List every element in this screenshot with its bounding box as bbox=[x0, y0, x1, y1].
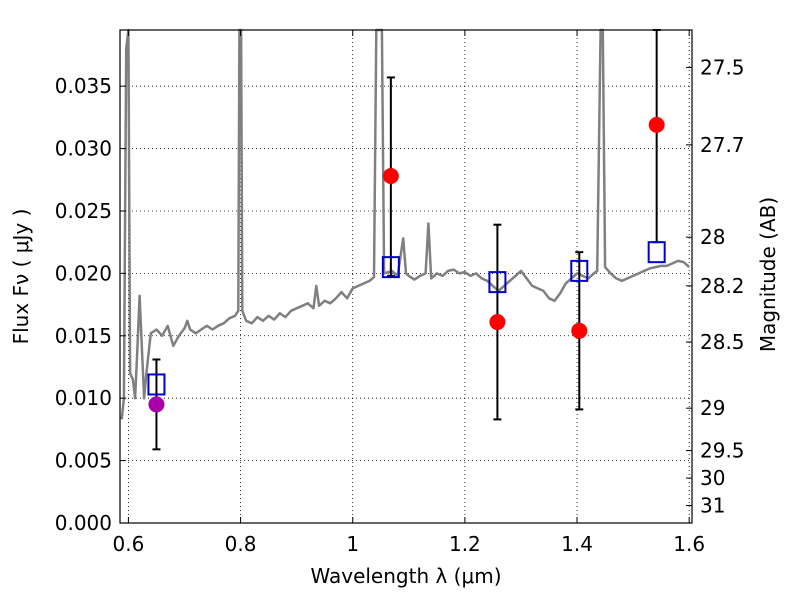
right-tick-label: 30 bbox=[700, 466, 725, 490]
model-spectrum-series bbox=[120, 28, 691, 420]
x-tick-label: 0.8 bbox=[225, 532, 257, 556]
observed-points bbox=[148, 116, 665, 413]
right-tick-label: 28 bbox=[700, 225, 725, 249]
synthetic-flux-marker bbox=[647, 241, 666, 264]
synthetic-flux-marker bbox=[570, 259, 589, 282]
y-tick-label: 0.015 bbox=[55, 324, 112, 348]
y-tick-label: 0.000 bbox=[55, 511, 112, 535]
right-tick-label: 28.2 bbox=[700, 274, 745, 298]
observed-flux-point bbox=[489, 314, 506, 331]
x-tick-label: 0.6 bbox=[113, 532, 145, 556]
right-axis-label: Magnitude (AB) bbox=[756, 197, 780, 352]
y-tick-label: 0.005 bbox=[55, 449, 112, 473]
y-tick-label: 0.010 bbox=[55, 386, 112, 410]
y-tick-label: 0.025 bbox=[55, 199, 112, 223]
y-axis-label: Flux Fν ( μJy ) bbox=[9, 209, 33, 345]
right-tick-label: 27.5 bbox=[700, 55, 745, 79]
x-tick-label: 1 bbox=[346, 532, 359, 556]
plot-frame bbox=[119, 29, 693, 524]
model-spectrum-line bbox=[120, 28, 691, 420]
observed-flux-point bbox=[148, 396, 165, 413]
x-tick-label: 1.4 bbox=[561, 532, 593, 556]
axis-ticks bbox=[120, 30, 692, 524]
y-tick-label: 0.030 bbox=[55, 137, 112, 161]
tick-labels: 0.6 0.8 1 1.2 1.4 1.6 0.000 0.005 0.010 0.015 0.02… bbox=[55, 55, 745, 556]
y-tick-label: 0.020 bbox=[55, 261, 112, 285]
x-tick-label: 1.2 bbox=[449, 532, 481, 556]
observed-flux-point bbox=[648, 116, 665, 133]
y-tick-label: 0.035 bbox=[55, 74, 112, 98]
right-tick-label: 29.5 bbox=[700, 439, 745, 463]
synthetic-flux-marker bbox=[488, 271, 507, 294]
x-axis-label: Wavelength λ (μm) bbox=[310, 564, 501, 588]
observed-flux-point bbox=[571, 322, 588, 339]
synthetic-flux-marker bbox=[147, 373, 166, 396]
synthetic-points bbox=[147, 241, 666, 396]
right-tick-label: 29 bbox=[700, 396, 725, 420]
synthetic-flux-marker bbox=[381, 256, 400, 279]
error-bars bbox=[152, 29, 661, 451]
right-tick-label: 28.5 bbox=[700, 330, 745, 354]
right-tick-label: 31 bbox=[700, 494, 725, 518]
observed-flux-point bbox=[382, 168, 399, 185]
x-tick-label: 1.6 bbox=[673, 532, 705, 556]
right-tick-label: 27.7 bbox=[700, 133, 745, 157]
grid-lines bbox=[120, 30, 692, 524]
